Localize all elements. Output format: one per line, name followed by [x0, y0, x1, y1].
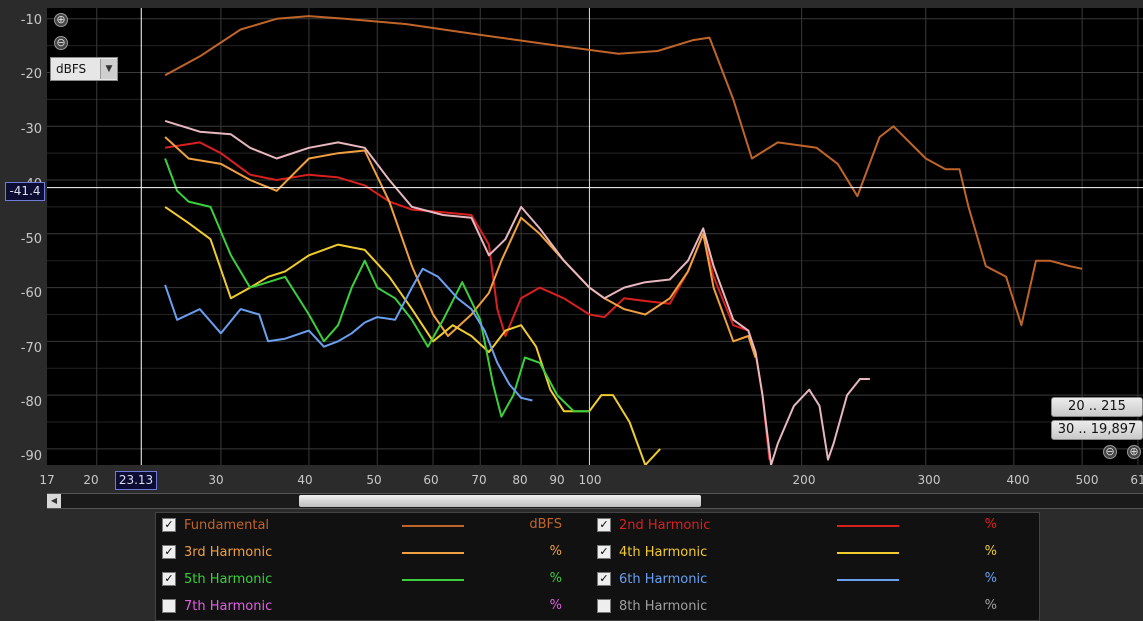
series-line [164, 267, 533, 402]
legend-item[interactable]: ✓ 3rd Harmonic [162, 541, 272, 563]
y-range-button[interactable]: 20 .. 215 [1051, 397, 1143, 417]
legend-checkbox[interactable]: ✓ [597, 518, 611, 532]
legend-item[interactable]: ✓ Fundamental [162, 514, 269, 536]
y-tick-label: -60 [20, 286, 42, 301]
legend-label: 8th Harmonic [619, 598, 708, 614]
x-tick-label: 90 [549, 473, 565, 487]
y-tick-label: -80 [20, 395, 42, 410]
legend-swatch [837, 552, 899, 554]
cursor-x-readout: 23.13 [115, 471, 157, 490]
legend-item[interactable]: ✓ 2nd Harmonic [597, 514, 710, 536]
unit-select-value: dBFS [56, 62, 87, 76]
legend-checkbox[interactable] [597, 599, 611, 613]
x-range-button[interactable]: 30 .. 19,897 [1051, 420, 1143, 440]
x-tick-label: 30 [208, 473, 224, 487]
legend-unit: % [984, 598, 997, 613]
y-tick-label: -30 [20, 122, 42, 137]
x-tick-label: 100 [578, 473, 602, 487]
legend-label: 6th Harmonic [619, 571, 708, 587]
legend-label: Fundamental [184, 517, 270, 533]
x-zoom-out-icon[interactable]: ⊖ [1103, 445, 1117, 459]
x-tick-label: 40 [297, 473, 313, 487]
legend-unit: dBFS [529, 517, 562, 532]
horizontal-scrollbar[interactable]: ◀ [47, 493, 1143, 509]
series-line [164, 136, 757, 358]
legend-checkbox[interactable]: ✓ [162, 572, 176, 586]
legend-swatch [837, 525, 899, 527]
x-tick-label: 60 [423, 473, 439, 487]
zoom-in-icon[interactable]: ⊕ [54, 13, 68, 27]
legend-swatch [837, 579, 899, 581]
legend-unit: % [549, 571, 562, 586]
legend-panel: ✓ Fundamental dBFS ✓ 2nd Harmonic% ✓ 3rd Harmo… [155, 512, 1040, 621]
scroll-left-icon[interactable]: ◀ [47, 494, 61, 508]
legend-checkbox[interactable]: ✓ [162, 545, 176, 559]
legend-swatch [402, 579, 464, 581]
legend-label: 2nd Harmonic [619, 517, 711, 533]
y-tick-label: -20 [20, 67, 42, 82]
series-line [164, 158, 590, 418]
legend-unit: % [984, 517, 997, 532]
x-tick-label: 200 [792, 473, 816, 487]
legend-swatch [837, 606, 899, 608]
y-tick-label: -10 [20, 13, 42, 28]
legend-label: 7th Harmonic [184, 598, 273, 614]
unit-select[interactable]: dBFS ▼ [50, 57, 118, 81]
legend-swatch [402, 552, 464, 554]
legend-checkbox[interactable]: ✓ [162, 518, 176, 532]
frequency-response-chart[interactable] [47, 8, 1143, 465]
zoom-out-icon[interactable]: ⊖ [54, 36, 68, 50]
legend-item[interactable]: ✓ 6th Harmonic [597, 568, 707, 590]
legend-label: 4th Harmonic [619, 544, 708, 560]
legend-item[interactable]: ✓ 5th Harmonic [162, 568, 272, 590]
cursor-y-readout: -41.4 [5, 182, 45, 201]
legend-checkbox[interactable]: ✓ [597, 545, 611, 559]
x-tick-label: 61 [1130, 473, 1143, 487]
series-line [164, 206, 661, 465]
x-zoom-in-icon[interactable]: ⊕ [1127, 445, 1141, 459]
series-line [164, 119, 870, 465]
scroll-thumb[interactable] [299, 495, 701, 507]
y-tick-label: -70 [20, 341, 42, 356]
legend-unit: % [984, 544, 997, 559]
legend-label: 5th Harmonic [184, 571, 273, 587]
plot-area[interactable] [47, 8, 1143, 465]
x-tick-label: 300 [917, 473, 941, 487]
legend-swatch [402, 525, 464, 527]
legend-label: 3rd Harmonic [184, 544, 273, 560]
legend-checkbox[interactable] [162, 599, 176, 613]
legend-unit: % [549, 598, 562, 613]
series-line [164, 141, 771, 460]
y-tick-label: -90 [20, 449, 42, 464]
legend-swatch [402, 606, 464, 608]
y-tick-label: -50 [20, 232, 42, 247]
legend-checkbox[interactable]: ✓ [597, 572, 611, 586]
x-tick-label: 20 [83, 473, 99, 487]
series-line [164, 15, 1083, 327]
x-tick-label: 50 [366, 473, 382, 487]
x-tick-label: 80 [512, 473, 528, 487]
legend-unit: % [984, 571, 997, 586]
legend-item[interactable]: 8th Harmonic [597, 595, 707, 617]
x-tick-label: 400 [1006, 473, 1030, 487]
x-tick-label: 17 [39, 473, 55, 487]
legend-unit: % [549, 544, 562, 559]
legend-item[interactable]: 7th Harmonic [162, 595, 272, 617]
chevron-down-icon: ▼ [100, 59, 117, 79]
x-tick-label: 70 [471, 473, 487, 487]
x-tick-label: 500 [1075, 473, 1099, 487]
legend-item[interactable]: ✓ 4th Harmonic [597, 541, 707, 563]
